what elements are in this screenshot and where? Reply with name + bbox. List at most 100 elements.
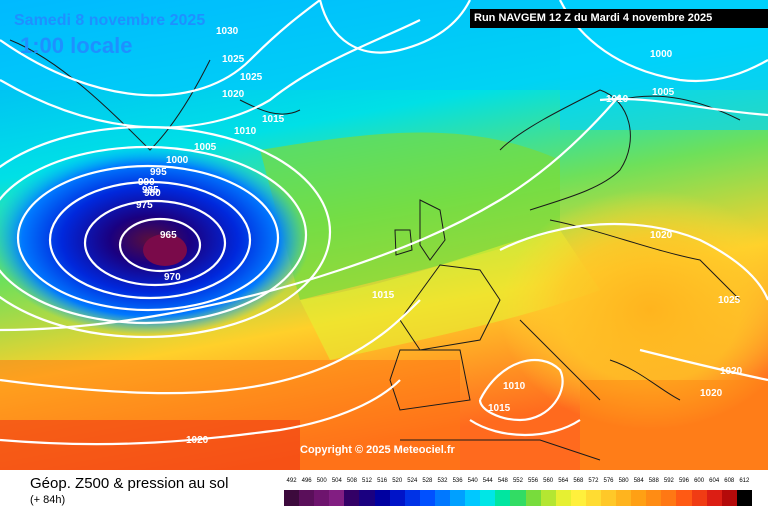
- scale-label: 548: [497, 478, 508, 484]
- isobar-label: 965: [160, 230, 177, 241]
- isobar-label: 1020: [186, 435, 209, 446]
- weather-map: 1030 1025 1025 1020 1015 1010 1005 1000 …: [0, 0, 768, 470]
- scale-swatch: [480, 490, 496, 506]
- scale-swatch: [585, 490, 601, 506]
- scale-swatch: [540, 490, 556, 506]
- scale-label: 532: [437, 478, 448, 484]
- scale-label: 528: [422, 478, 433, 484]
- scale-swatch: [616, 490, 632, 506]
- scale-label: 560: [543, 478, 554, 484]
- copyright-notice: Copyright © 2025 Meteociel.fr: [300, 444, 455, 456]
- scale-swatch: [691, 490, 707, 506]
- isobar-label: 1005: [652, 87, 675, 98]
- scale-swatch: [450, 490, 466, 506]
- isobar-label: 1000: [166, 155, 189, 166]
- scale-label: 496: [301, 478, 312, 484]
- isobar-label: 1010: [503, 381, 526, 392]
- scale-label: 584: [633, 478, 644, 484]
- scale-swatch: [465, 490, 481, 506]
- isobar-label: 1020: [700, 388, 723, 399]
- scale-swatch: [721, 490, 737, 506]
- scale-swatch: [344, 490, 360, 506]
- scale-label: 516: [377, 478, 388, 484]
- color-scale: 492 496 500 504 508 512 516 520 524 528 532 536 540 5…: [284, 478, 752, 508]
- scale-label: 588: [648, 478, 659, 484]
- scale-label: 500: [316, 478, 327, 484]
- forecast-date: Samedi 8 novembre 2025: [14, 12, 206, 29]
- legend-subtitle: (+ 84h): [30, 494, 66, 506]
- isobar-label: 970: [164, 272, 181, 283]
- isobar-label: 1015: [262, 114, 285, 125]
- isobar-label: 975: [136, 200, 153, 211]
- scale-swatch: [646, 490, 662, 506]
- green-zone: [260, 132, 560, 300]
- scale-label: 552: [512, 478, 523, 484]
- scale-swatch: [706, 490, 722, 506]
- warm-southeast-zone: [580, 380, 768, 470]
- scale-label: 512: [362, 478, 373, 484]
- scale-swatch: [389, 490, 405, 506]
- scale-swatch: [434, 490, 451, 506]
- scale-label: 544: [482, 478, 493, 484]
- scale-label: 520: [392, 478, 403, 484]
- scale-label: 604: [709, 478, 720, 484]
- scale-label: 568: [573, 478, 584, 484]
- scale-swatch: [510, 490, 526, 506]
- isobar-lines: [0, 0, 768, 446]
- isobar-label: 1020: [222, 89, 245, 100]
- hot-southwest-zone: [0, 420, 300, 470]
- scale-label: 600: [694, 478, 705, 484]
- scale-swatch: [299, 490, 315, 506]
- scale-swatch: [555, 490, 571, 506]
- isobar-label: 1005: [194, 142, 217, 153]
- scale-label: 556: [528, 478, 539, 484]
- scale-label: 540: [467, 478, 478, 484]
- isobar-label: 1015: [372, 290, 395, 301]
- isobar-label: 1020: [650, 230, 673, 241]
- scale-swatch: [284, 490, 300, 506]
- scale-swatch: [600, 490, 617, 506]
- scale-swatch: [631, 490, 647, 506]
- scale-swatch: [736, 490, 752, 506]
- isobar-label: 1025: [222, 54, 245, 65]
- isobar-label: 1010: [234, 126, 257, 137]
- run-banner: Run NAVGEM 12 Z du Mardi 4 novembre 2025: [470, 9, 768, 28]
- isobar-label: 985: [142, 185, 159, 196]
- scale-label: 564: [558, 478, 569, 484]
- scale-label: 576: [603, 478, 614, 484]
- scale-label: 492: [286, 478, 297, 484]
- legend-title: Géop. Z500 & pression au sol: [30, 475, 229, 492]
- scale-label: 608: [724, 478, 735, 484]
- map-canvas: 1030 1025 1025 1020 1015 1010 1005 1000 …: [0, 0, 768, 470]
- scale-label: 592: [663, 478, 674, 484]
- scale-swatch: [495, 490, 511, 506]
- scale-label: 524: [407, 478, 418, 484]
- scale-label: 508: [346, 478, 357, 484]
- scale-swatch: [404, 490, 420, 506]
- isobar-label: 1030: [216, 26, 239, 37]
- scale-swatches: [284, 490, 752, 506]
- scale-swatch: [676, 490, 692, 506]
- scale-label: 572: [588, 478, 599, 484]
- isobar-label: 1000: [650, 49, 673, 60]
- scale-swatch: [525, 490, 541, 506]
- scale-label: 580: [618, 478, 629, 484]
- isobar-label: 1010: [606, 94, 629, 105]
- isobar-labels: 1030 1025 1025 1020 1015 1010 1005 1000 …: [136, 26, 743, 446]
- isobar-label: 1025: [718, 295, 741, 306]
- scale-label: 536: [452, 478, 463, 484]
- scale-label: 504: [331, 478, 342, 484]
- scale-swatch: [359, 490, 375, 506]
- scale-label: 596: [678, 478, 689, 484]
- scale-swatch: [314, 490, 330, 506]
- isobar-label: 990: [138, 177, 155, 188]
- scale-swatch: [374, 490, 390, 506]
- scale-label: 612: [739, 478, 750, 484]
- isobar-label: 1020: [720, 366, 743, 377]
- coastlines: [9, 39, 741, 461]
- scale-swatch: [419, 490, 435, 506]
- isobar-label: 980: [144, 188, 161, 199]
- high-pressure-zone: [500, 190, 768, 430]
- scale-swatch: [570, 490, 586, 506]
- scale-swatch: [329, 490, 345, 506]
